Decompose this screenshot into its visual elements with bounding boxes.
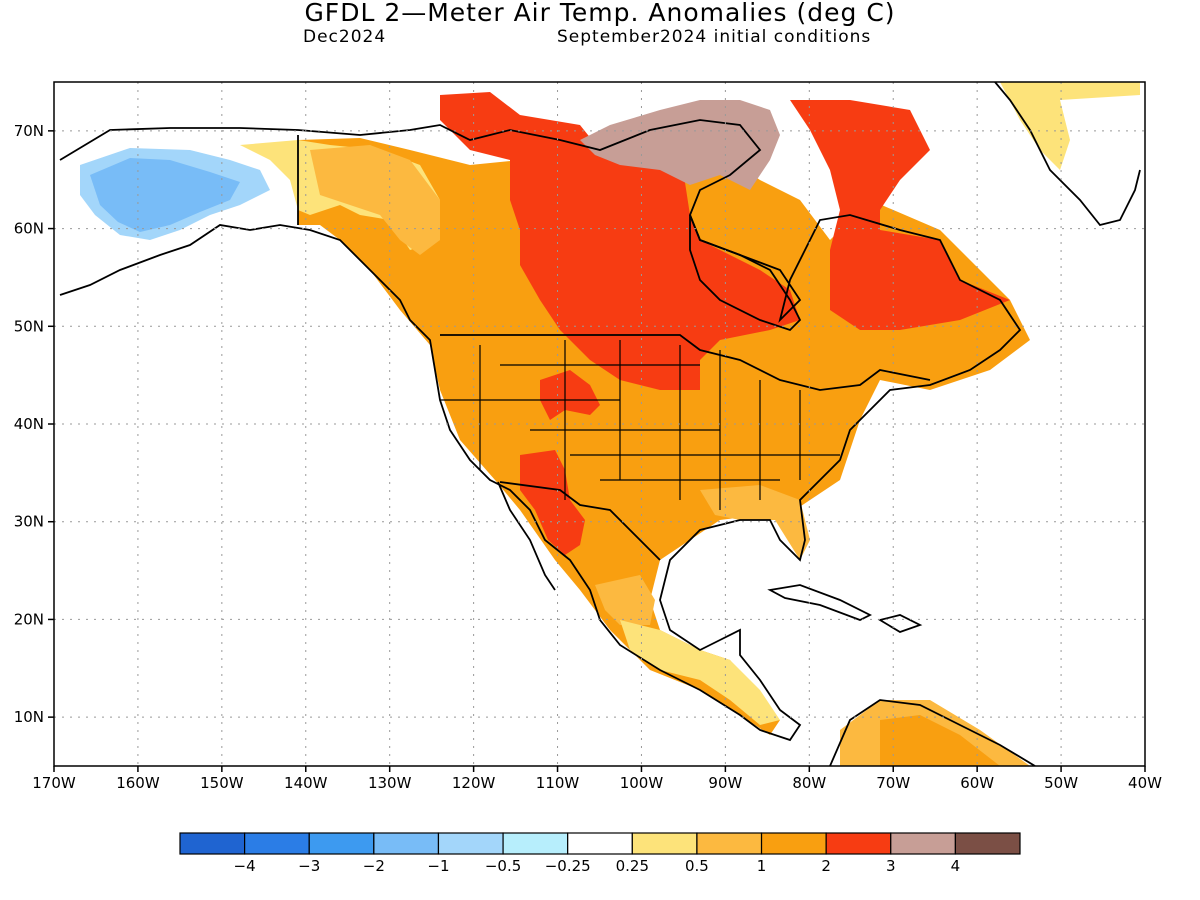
legend-swatch — [696, 832, 763, 855]
coastline-south-america — [829, 699, 1036, 766]
lon-label: 150W — [200, 774, 244, 792]
anomaly-region-south-america-2 — [880, 715, 1000, 766]
legend-swatch — [825, 832, 892, 855]
anomaly-region-central-america — [620, 620, 780, 725]
anomaly-fields — [60, 82, 1140, 766]
coastline-cuba — [767, 584, 873, 621]
anomaly-region-brown — [580, 100, 780, 190]
lon-label: 140W — [284, 774, 328, 792]
legend-label: −3 — [298, 857, 320, 875]
lon-label: 60W — [960, 774, 994, 792]
anomaly-region-alaska-cool-2 — [90, 158, 240, 232]
lon-label: 50W — [1044, 774, 1078, 792]
legend-swatch — [631, 832, 698, 855]
anomaly-region-red-southwest — [520, 450, 585, 555]
lon-label: 80W — [792, 774, 826, 792]
legend-swatch — [437, 832, 504, 855]
legend-swatch — [308, 832, 375, 855]
coastline-hispaniola — [877, 614, 923, 633]
legend-label: −4 — [234, 857, 256, 875]
graticule — [54, 82, 1145, 766]
legend-label: −1 — [427, 857, 449, 875]
latitude-labels: 70N 60N 50N 40N 30N 20N 10N — [14, 122, 44, 726]
lat-label: 50N — [14, 317, 44, 335]
us-mexico-border — [499, 481, 661, 561]
legend-swatch — [373, 832, 440, 855]
legend-label: 1 — [757, 857, 767, 875]
longitude-labels: 170W 160W 150W 140W 130W 120W 110W 100W 90W 80W 70… — [32, 774, 1162, 792]
anomaly-region-southeast — [700, 485, 810, 560]
legend-label: −0.5 — [485, 857, 521, 875]
lon-label: 40W — [1128, 774, 1162, 792]
lat-label: 40N — [14, 415, 44, 433]
legend-swatch — [567, 832, 633, 855]
map-title: GFDL 2—Meter Air Temp. Anomalies (deg C) — [304, 0, 896, 27]
legend-label: 0.5 — [685, 857, 709, 875]
color-legend: −4 −3 −2 −1 −0.5 −0.25 0.25 0.5 1 2 3 4 — [179, 832, 1021, 875]
anomaly-region-lightorange — [310, 145, 440, 255]
initial-conditions-label: September2024 initial conditions — [557, 27, 872, 47]
legend-label: 0.25 — [616, 857, 649, 875]
lon-label: 170W — [32, 774, 76, 792]
lon-label: 90W — [708, 774, 742, 792]
legend-swatch — [954, 832, 1021, 855]
legend-label: 3 — [886, 857, 896, 875]
us-canada-border — [440, 334, 931, 391]
lon-label: 130W — [368, 774, 412, 792]
lon-label: 100W — [620, 774, 664, 792]
lon-label: 120W — [452, 774, 496, 792]
lon-label: 110W — [536, 774, 580, 792]
legend-label: −2 — [363, 857, 385, 875]
lat-label: 30N — [14, 513, 44, 531]
anomaly-region-mexico-light — [595, 575, 655, 625]
lat-label: 20N — [14, 610, 44, 628]
anomaly-region-red-quebec — [790, 100, 1010, 330]
legend-swatch — [760, 832, 827, 855]
coastline-baja — [497, 481, 556, 591]
legend-swatch — [244, 832, 310, 855]
anomaly-region-red-plains — [540, 370, 600, 420]
axis-ticks — [48, 130, 1146, 772]
anomaly-region-red-canada — [440, 92, 800, 390]
coastline-north-america — [59, 119, 1022, 742]
legend-swatch — [890, 832, 956, 855]
lat-label: 70N — [14, 122, 44, 140]
legend-label: 4 — [951, 857, 961, 875]
legend-swatch — [179, 832, 246, 855]
legend-swatch — [502, 832, 569, 855]
lat-label: 10N — [14, 708, 44, 726]
lon-label: 70W — [876, 774, 910, 792]
coastline-greenland — [994, 82, 1141, 227]
lon-label: 160W — [116, 774, 160, 792]
coastlines — [59, 82, 1141, 766]
lat-label: 60N — [14, 220, 44, 238]
state-lines — [440, 340, 840, 510]
legend-label: 2 — [821, 857, 831, 875]
valid-month-label: Dec2024 — [303, 27, 387, 47]
legend-label: −0.25 — [545, 857, 591, 875]
anomaly-region-greenland — [1000, 82, 1140, 170]
coastline-hudson-bay — [689, 214, 802, 332]
